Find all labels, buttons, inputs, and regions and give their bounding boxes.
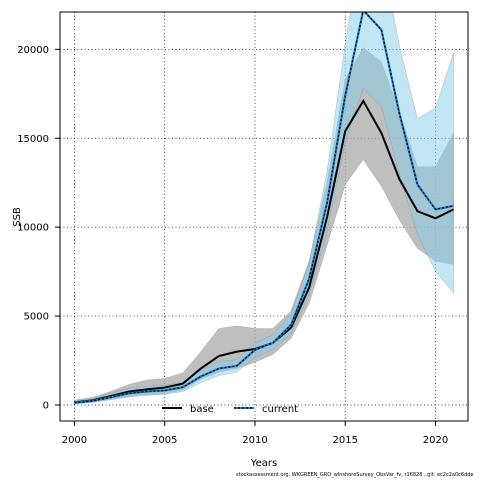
- x-tick-label: 2005: [152, 435, 177, 446]
- y-tick-label: 15000: [17, 134, 49, 145]
- confidence-bands: [74, 12, 454, 405]
- band-current: [74, 12, 454, 405]
- y-tick-label: 20000: [17, 45, 49, 56]
- plot-frame: [59, 11, 469, 422]
- legend-label-base: base: [190, 404, 214, 415]
- x-tick-label: 2010: [242, 435, 267, 446]
- footer-source: stockassessment.org, WKGREEN_GRO_wInshor…: [236, 472, 474, 478]
- x-tick-label: 2000: [62, 435, 87, 446]
- x-tick-label: 2015: [333, 435, 358, 446]
- legend-label-current: current: [262, 404, 298, 415]
- y-tick-label: 0: [43, 400, 49, 411]
- series-lines: [74, 12, 455, 404]
- x-tick-label: 2020: [423, 435, 448, 446]
- axis-ticks: 2000 2005 2010 2015 2020 0 5000 10000 15000 20000: [17, 45, 448, 446]
- y-axis-label: SSB: [12, 207, 23, 227]
- y-tick-label: 10000: [17, 223, 49, 234]
- legend: base current: [162, 404, 298, 415]
- line-current-dash: [74, 12, 454, 404]
- y-tick-label: 5000: [24, 312, 49, 323]
- x-axis-label: Years: [250, 458, 277, 469]
